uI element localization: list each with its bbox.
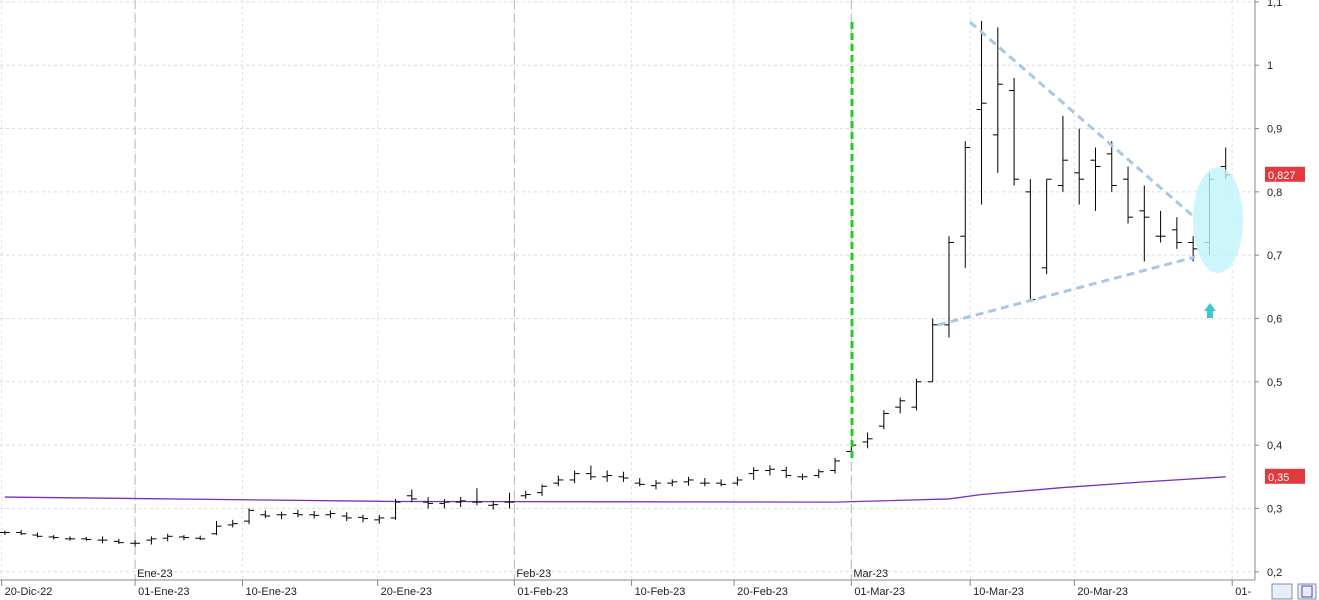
month-label: Feb-23 [516,568,551,580]
y-axis-panel [1255,0,1319,580]
trend-line [969,20,1194,218]
y-tick-label: 0,5 [1267,377,1282,389]
y-tick-label: 0,7 [1267,250,1282,262]
drawings [850,20,1243,462]
y-tick-label: 1,1 [1267,0,1282,9]
x-tick-label: 10-Feb-23 [635,586,686,598]
x-tick-label: 10-Ene-23 [246,586,297,598]
month-label: Ene-23 [137,568,172,580]
highlight-ellipse [1193,167,1243,273]
price-label: 0,827 [1268,170,1296,182]
save-icon [1301,585,1313,598]
x-tick-label: 20-Feb-23 [737,586,788,598]
y-tick-label: 0,2 [1267,567,1282,579]
x-tick-label: 10-Mar-23 [973,586,1024,598]
y-tick-label: 0,6 [1267,313,1282,325]
y-tick-label: 0,8 [1267,187,1282,199]
y-tick-label: 0,4 [1267,440,1282,452]
x-axis-panel [0,580,1319,600]
trend-line [937,255,1196,327]
up-arrow [1204,303,1216,318]
x-tick-label: 20-Mar-23 [1077,586,1128,598]
x-tick-label: 20-Ene-23 [381,586,432,598]
x-tick-label: 01-Ene-23 [138,586,189,598]
price-label-box [1265,468,1305,484]
y-tick-label: 0,9 [1267,124,1282,136]
x-tick-label: 01- [1235,586,1251,598]
x-tick-label: 01-Mar-23 [854,586,905,598]
zoom-button[interactable] [1271,583,1293,600]
grid [0,0,1255,580]
x-tick-label: 01-Feb-23 [517,586,568,598]
y-tick-label: 1 [1267,60,1273,72]
price-label-box [1265,166,1305,182]
price-label: 0,35 [1268,472,1289,484]
marks [0,20,1231,547]
x-tick-label: 20-Dic-22 [5,586,53,598]
month-label: Mar-23 [853,568,888,580]
y-tick-label: 0,3 [1267,503,1282,515]
moving-average-line [4,476,1226,503]
